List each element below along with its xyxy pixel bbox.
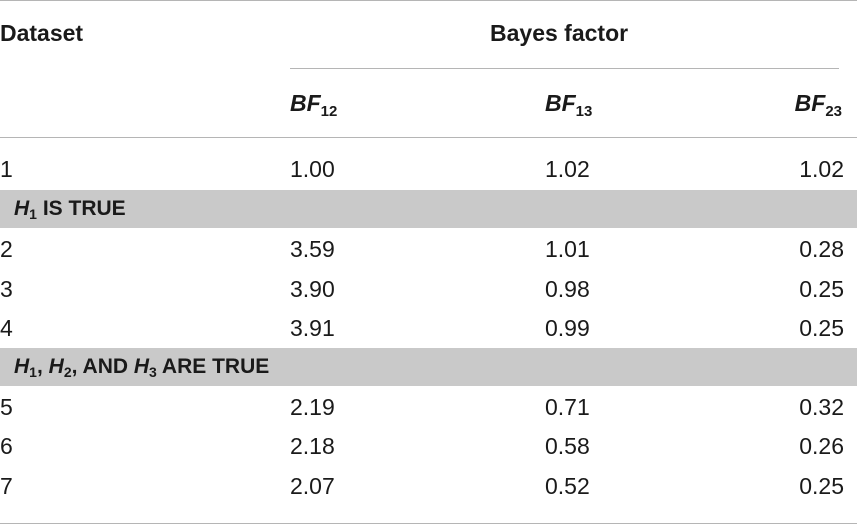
cell-bf12: 2.18: [290, 433, 335, 459]
cell-bf23: 0.26: [799, 433, 844, 459]
table-row: 2 3.59 1.01 0.28: [0, 232, 857, 266]
group-band-h1-h2-h3: H1, H2, AND H3 ARE TRUE: [0, 348, 857, 386]
group-band-h1: H1 IS TRUE: [0, 190, 857, 228]
cell-bf13: 0.99: [545, 315, 590, 341]
cell-dataset: 5: [0, 394, 13, 420]
bottom-rule: [0, 523, 857, 524]
cell-dataset: 1: [0, 156, 13, 182]
table-row: 4 3.91 0.99 0.25: [0, 311, 857, 345]
cell-bf23: 0.28: [799, 236, 844, 262]
cell-bf12: 2.07: [290, 473, 335, 499]
table-row: 1 1.00 1.02 1.02: [0, 152, 857, 186]
cell-dataset: 2: [0, 236, 13, 262]
cell-bf13: 0.58: [545, 433, 590, 459]
cell-bf12: 2.19: [290, 394, 335, 420]
header-bf13: BF13: [545, 90, 593, 120]
header-dataset: Dataset: [0, 20, 84, 46]
group-header-rule: [290, 68, 839, 69]
table-row: 3 3.90 0.98 0.25: [0, 272, 857, 306]
cell-dataset: 3: [0, 276, 13, 302]
table-row: 7 2.07 0.52 0.25: [0, 469, 857, 503]
header-rule: [0, 137, 857, 138]
group-label-h1: H1 IS TRUE: [14, 197, 126, 222]
cell-bf23: 1.02: [799, 156, 844, 182]
cell-dataset: 4: [0, 315, 13, 341]
cell-bf13: 0.52: [545, 473, 590, 499]
cell-bf13: 0.98: [545, 276, 590, 302]
cell-dataset: 6: [0, 433, 13, 459]
cell-dataset: 7: [0, 473, 13, 499]
cell-bf23: 0.25: [799, 315, 844, 341]
cell-bf23: 0.25: [799, 473, 844, 499]
top-rule: [0, 0, 857, 1]
cell-bf12: 3.59: [290, 236, 335, 262]
cell-bf12: 3.90: [290, 276, 335, 302]
cell-bf12: 1.00: [290, 156, 335, 182]
header-bayes-factor: Bayes factor: [490, 20, 629, 46]
cell-bf23: 0.25: [799, 276, 844, 302]
cell-bf13: 0.71: [545, 394, 590, 420]
table-row: 6 2.18 0.58 0.26: [0, 429, 857, 463]
header-bf12: BF12: [290, 90, 338, 120]
cell-bf12: 3.91: [290, 315, 335, 341]
group-label-h1-h2-h3: H1, H2, AND H3 ARE TRUE: [14, 355, 270, 380]
cell-bf23: 0.32: [799, 394, 844, 420]
cell-bf13: 1.01: [545, 236, 590, 262]
header-bf23: BF23: [794, 90, 842, 120]
table-row: 5 2.19 0.71 0.32: [0, 390, 857, 424]
cell-bf13: 1.02: [545, 156, 590, 182]
